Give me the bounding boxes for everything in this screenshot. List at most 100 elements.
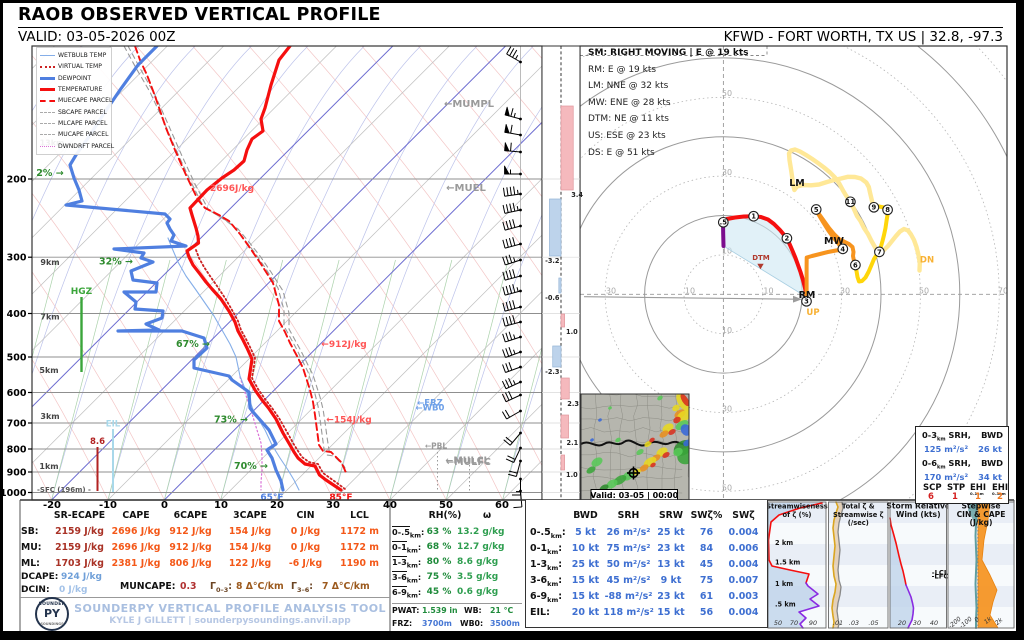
frz-label: FRZ: <box>392 619 413 629</box>
omega-bar-label: -0.6 <box>545 294 560 302</box>
height-marker-label: 8 <box>885 206 890 214</box>
skewt-legend: WETBULB TEMP VIRTUAL TEMP DEWPOINT TEMPERAT… <box>36 47 114 155</box>
storm-motion-line: MW: ENE @ 28 kts <box>588 97 671 108</box>
inset-map: Valid: 03-05 | 00:00 <box>580 393 690 501</box>
moisture-separator <box>392 603 522 604</box>
surface-label: -SFC (196m) - <box>37 486 91 494</box>
ring-label: 10 <box>722 326 732 335</box>
downdraft-curve <box>239 376 263 491</box>
thermo-value: 2159 J/kg <box>55 542 104 554</box>
kinematics-value: 25 kt <box>571 559 600 571</box>
height-marker <box>868 201 880 213</box>
ring-label: 10 <box>722 247 732 256</box>
kinematics-value: 5 kt <box>575 527 596 539</box>
radar-cell <box>680 394 689 407</box>
branding-title: SOUNDERPY VERTICAL PROFILE ANALYSIS TOOL <box>74 601 386 615</box>
dcape-value-label: 8.6 <box>90 437 105 447</box>
skewt-annotations: 2% → 32% → 67% → 73% → 70% → 2696J/kg ←912J/kg… <box>36 99 494 503</box>
ring-label: 30 <box>722 405 732 414</box>
pressure-tick: 700 <box>7 419 27 430</box>
legend-line-sample <box>40 65 55 68</box>
rh-label: 32% → <box>99 257 133 268</box>
radar-cell <box>639 464 649 472</box>
radar-cell <box>615 437 621 443</box>
ring-label: 10 <box>763 287 773 296</box>
kinematics-header: SRH <box>617 510 640 522</box>
mini-height-label: 1 km <box>775 580 793 588</box>
level-label: ←MULCL <box>445 456 489 467</box>
mini-panel-title: Streamwiseness <box>766 503 828 511</box>
height-label: 3km <box>40 412 59 421</box>
profile-curves <box>64 46 348 492</box>
freezing-label: ←WB0 <box>416 404 445 414</box>
motion-label-LM: LM <box>789 178 805 189</box>
mini-height-label: 2 km <box>775 539 793 547</box>
legend-label: DWNDRFT PARCEL <box>58 142 115 150</box>
frz-value: 3700m <box>422 619 452 629</box>
thermo-value: 1190 m <box>340 558 379 570</box>
kinematics-value: 0.007 <box>728 575 759 587</box>
mini-panel-title: Streamwise ζ <box>833 511 884 519</box>
dcape-value: 924 J/kg <box>61 572 102 583</box>
mini-panel-title: (J/kg) <box>969 518 992 527</box>
thermo-value: 2381 J/kg <box>111 558 161 570</box>
hodo-rings: 30 10 10 30 50 70 50 30 10 10 30 50 <box>580 46 1007 500</box>
kinematics-value: 56 <box>699 607 714 619</box>
temp-tick: 0 <box>161 500 168 511</box>
height-label: 9km <box>40 258 59 267</box>
thermo-value: 1172 m <box>340 542 379 554</box>
kinematics-header: SWζ <box>732 510 755 522</box>
height-marker-label: 4 <box>840 245 845 253</box>
kinematics-row-label: 0-.5km: <box>530 527 566 540</box>
mini-x-tick: .05 <box>868 619 878 627</box>
legend-item: DWNDRFT PARCEL <box>40 140 114 151</box>
legend-line-sample <box>40 55 55 57</box>
mini-panel-title: Wind (kts) <box>896 510 941 519</box>
mini-annotation: -LCL <box>932 569 949 577</box>
thermo-value: -6 J/kg <box>288 558 323 570</box>
mini-x-tick: 2k <box>994 616 1005 626</box>
radar-cell <box>606 479 618 489</box>
mini-panel-title: Stepwise <box>962 502 1001 511</box>
kinematics-row-label: 1-3km: <box>530 559 563 572</box>
freezing-label: ←FRZ <box>417 399 443 409</box>
rh-label: 73% → <box>214 415 248 426</box>
dcin-label: DCIN: <box>21 584 50 595</box>
legend-line-sample <box>40 88 55 92</box>
legend-line-sample <box>40 122 55 124</box>
kinematics-value: 23 kt <box>657 543 685 555</box>
pressure-tick: 300 <box>7 253 27 264</box>
virtual-temp-curve <box>195 249 346 490</box>
thermo-value: 0 J/kg <box>290 542 321 554</box>
pressure-tick: 900 <box>7 468 27 479</box>
omega-bar-label: -3.2 <box>545 257 560 265</box>
mini-x-tick: .03 <box>849 619 859 627</box>
moisture-header-w: ω <box>482 510 492 522</box>
thermo-value: 912 J/kg <box>169 526 212 538</box>
omega-bar-label: 3.4 <box>571 191 583 199</box>
legend-label: MUECAPE PARCEL <box>58 97 113 105</box>
temp-tick: 10 <box>214 500 228 511</box>
temp-tick: -10 <box>99 500 117 511</box>
kinematics-value: 75 m²/s² <box>606 543 651 555</box>
height-marker-label: 11 <box>846 198 856 206</box>
legend-label: MLCAPE PARCEL <box>58 119 108 127</box>
legend-label: TEMPERATURE <box>58 86 103 94</box>
legend-label: SBCAPE PARCEL <box>58 108 107 116</box>
radar-cell <box>598 418 602 422</box>
pwat-label: PWAT: <box>392 606 420 616</box>
radar-cell <box>672 404 680 412</box>
logo-top-text: SOUNDER <box>38 602 66 607</box>
mini-panel-title: of ζ (%) <box>783 511 812 519</box>
mini-x-tick: 90 <box>809 619 817 627</box>
legend-label: MUCAPE PARCEL <box>58 131 109 139</box>
kinematics-row-label: 0-1km: <box>530 543 563 556</box>
thermo-value: 806 J/kg <box>169 558 212 570</box>
thermo-value: 154 J/kg <box>228 526 272 538</box>
lapse-0-3-label: Γ0–3: <box>210 581 232 595</box>
moisture-rh-value: 75 % <box>426 571 452 582</box>
radar-cell <box>673 447 683 457</box>
frame-left <box>0 0 3 640</box>
mini-x-tick: .01 <box>833 619 843 627</box>
temp-tick: 60 <box>495 500 509 511</box>
